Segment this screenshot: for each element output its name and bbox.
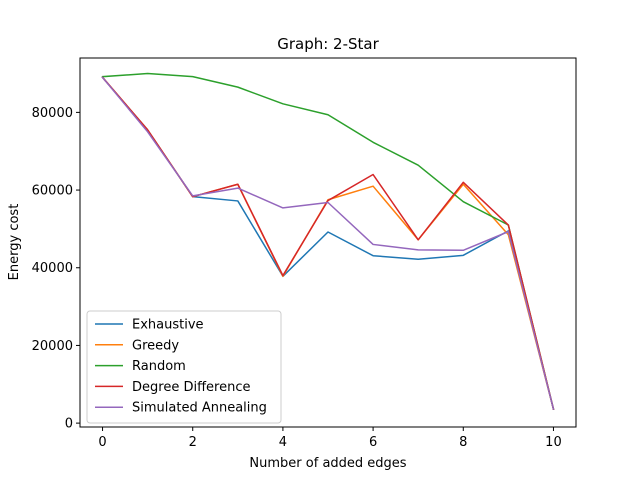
y-axis-label: Energy cost [7, 204, 22, 281]
x-tick-label: 4 [279, 435, 287, 450]
x-tick-label: 10 [545, 435, 562, 450]
legend-entry-label: Simulated Annealing [132, 401, 267, 416]
y-tick-label: 60000 [32, 184, 73, 199]
series-group [101, 72, 555, 411]
x-tick-label: 0 [98, 435, 106, 450]
y-tick-label: 40000 [32, 261, 73, 276]
x-tick-label: 6 [369, 435, 377, 450]
chart-title: Graph: 2-Star [277, 35, 379, 53]
x-tick-label: 8 [459, 435, 467, 450]
y-tick-label: 80000 [32, 106, 73, 121]
series-line-simulated-annealing [101, 76, 555, 411]
y-tick-label: 20000 [32, 339, 73, 354]
legend: Exhaustive Greedy Random Degree Difference S… [86, 310, 282, 424]
y-tick-label: 0 [65, 417, 73, 432]
legend-entry-label: Exhaustive [132, 318, 204, 333]
legend-box [86, 310, 282, 424]
x-axis-label: Number of added edges [249, 456, 406, 471]
legend-entry-label: Random [132, 359, 186, 374]
x-tick-label: 2 [189, 435, 197, 450]
legend-entry-label: Greedy [132, 338, 179, 353]
x-axis: 0 2 4 6 8 10 [98, 427, 562, 450]
y-axis: 0 20000 40000 60000 80000 [32, 106, 80, 432]
legend-entry-label: Degree Difference [132, 380, 250, 395]
series-line-random [101, 72, 555, 411]
axes-frame [79, 57, 577, 428]
